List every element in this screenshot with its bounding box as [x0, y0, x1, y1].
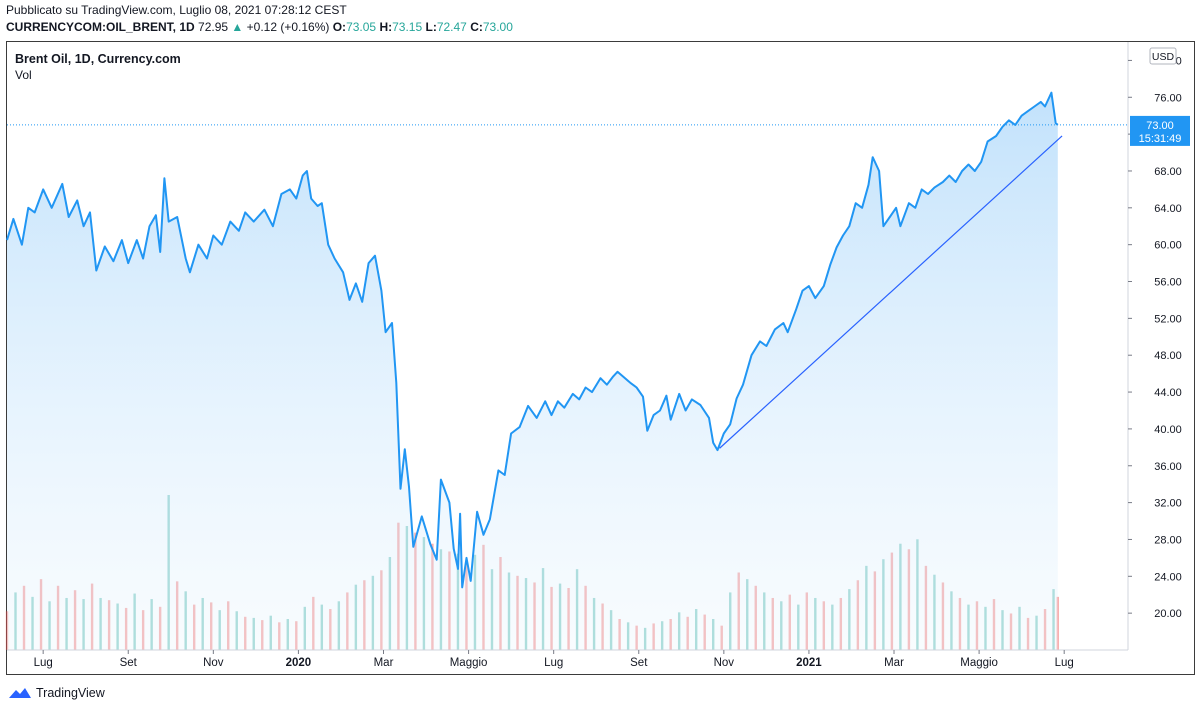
up-triangle-icon: ▲: [231, 20, 244, 34]
price-line: [6, 91, 1059, 589]
price-tick-label: 28.00: [1154, 534, 1182, 546]
price-tick-label: 40.00: [1154, 424, 1182, 436]
currency-box: [1149, 47, 1177, 65]
close-value: 73.00: [482, 20, 513, 34]
open-label: O:: [332, 20, 347, 34]
price-tick-label: 44.00: [1154, 387, 1182, 399]
last-price-badge: [1130, 115, 1190, 146]
price-tick-label: 52.00: [1154, 313, 1182, 325]
price-tick-label: 36.00: [1154, 461, 1182, 473]
time-tick-label: Mar: [374, 657, 394, 669]
countdown-label: 15:31:49: [1139, 133, 1182, 145]
low-label: L:: [425, 20, 437, 34]
chart-legend-title[interactable]: Brent Oil, 1D, Currency.com: [15, 52, 181, 66]
last-price: 72.95: [198, 20, 229, 34]
time-tick-label: Lug: [1055, 657, 1074, 669]
time-tick-label: Mar: [884, 657, 904, 669]
price-tick-label: 76.00: [1154, 92, 1182, 104]
price-tick-label: 24.00: [1154, 571, 1182, 583]
time-tick-label: Lug: [544, 657, 563, 669]
price-tick-label: 20.00: [1154, 608, 1182, 620]
price-area: [6, 91, 1128, 650]
currency-label: USD: [1152, 51, 1175, 63]
tradingview-logo-icon: [9, 688, 31, 698]
time-tick-label: Maggio: [960, 657, 998, 669]
tradingview-footer[interactable]: TradingView: [8, 686, 105, 700]
volume-bar: [1056, 596, 1060, 650]
time-tick-label: Set: [120, 657, 138, 669]
price-tick-label: 48.00: [1154, 350, 1182, 362]
high-value: 73.15: [392, 20, 423, 34]
last-price-label: 73.00: [1146, 120, 1174, 132]
high-label: H:: [379, 20, 393, 34]
trend-line: [719, 135, 1063, 449]
low-value: 72.47: [436, 20, 467, 34]
symbol-quote-bar: CURRENCYCOM:OIL_BRENT, 1D 72.95 ▲ +0.12 …: [6, 20, 513, 34]
time-tick-label: Nov: [203, 657, 224, 669]
price-tick-label: 64.00: [1154, 203, 1182, 215]
time-tick-label: 2021: [796, 657, 822, 669]
open-value: 73.05: [346, 20, 377, 34]
footer-brand: TradingView: [36, 686, 105, 700]
close-label: C:: [470, 20, 483, 34]
time-tick-label: Lug: [34, 657, 53, 669]
price-tick-label: 56.00: [1154, 277, 1182, 289]
time-tick-label: Nov: [714, 657, 735, 669]
chart-frame[interactable]: [6, 41, 1195, 675]
price-change: +0.12 (+0.16%): [246, 20, 330, 34]
axes: 80.0076.0072.0068.0064.0060.0056.0052.00…: [7, 42, 1190, 669]
published-caption: Pubblicato su TradingView.com, Luglio 08…: [6, 3, 347, 17]
price-tick-label: 32.00: [1154, 498, 1182, 510]
time-tick-label: Set: [630, 657, 648, 669]
symbol-name[interactable]: CURRENCYCOM:OIL_BRENT, 1D: [6, 20, 195, 34]
price-tick-label: 68.00: [1154, 166, 1182, 178]
time-tick-label: Maggio: [450, 657, 488, 669]
volume-legend[interactable]: Vol: [15, 68, 32, 82]
time-tick-label: 2020: [286, 657, 312, 669]
price-area-fill: [7, 92, 1058, 650]
price-tick-label: 60.00: [1154, 240, 1182, 252]
